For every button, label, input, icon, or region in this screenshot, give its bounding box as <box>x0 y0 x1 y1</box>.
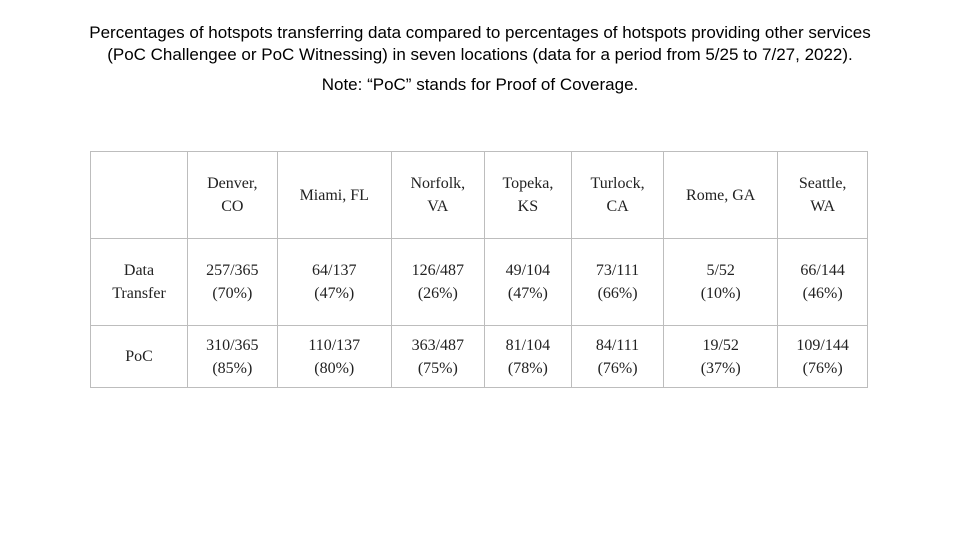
row-label-line-2: Transfer <box>112 285 166 302</box>
column-header-line-2: CO <box>221 198 244 215</box>
cell-percent: (78%) <box>507 359 548 377</box>
column-header-rome: Rome, GA <box>663 151 779 239</box>
slide-title: Percentages of hotspots transferring dat… <box>0 22 960 66</box>
row-label-data-transfer: Data Transfer <box>90 238 188 326</box>
cell-count: 49/104 <box>505 262 551 279</box>
cell-percent: (46%) <box>802 285 843 302</box>
cell-percent: (70%) <box>212 285 253 302</box>
cell-percent: (26%) <box>417 285 458 302</box>
table-cell: 109/144 (76%) <box>777 325 868 388</box>
cell-percent: (66%) <box>597 285 638 302</box>
table-cell: 81/104 (78%) <box>483 325 573 388</box>
cell-count: 126/487 <box>411 262 465 279</box>
column-header-line-2: KS <box>517 198 539 215</box>
column-header-line-1: Denver, <box>207 175 258 192</box>
cell-percent: (47%) <box>507 285 548 302</box>
cell-percent: (10%) <box>700 285 741 302</box>
title-line-2: (PoC Challengee or PoC Witnessing) in se… <box>107 45 853 64</box>
column-header-line-2: WA <box>810 198 836 215</box>
column-header-line-1: Topeka, <box>502 175 554 192</box>
table-cell: 19/52 (37%) <box>663 325 779 388</box>
column-header-seattle: Seattle, WA <box>777 151 868 239</box>
note-text: Note: “PoC” stands for Proof of Coverage… <box>321 75 639 94</box>
table-cell: 49/104 (47%) <box>483 238 573 326</box>
column-header-turlock: Turlock, CA <box>571 151 665 239</box>
cell-count: 363/487 <box>411 336 465 354</box>
cell-percent: (85%) <box>212 359 253 377</box>
column-header-line-1: Miami, FL <box>299 186 369 204</box>
table-cell: 363/487 (75%) <box>390 325 485 388</box>
column-header-line-1: Turlock, <box>590 175 645 192</box>
cell-count: 84/111 <box>595 336 640 354</box>
table-row-poc: PoC 310/365 (85%) 110/137 (80%) 363/487 (75… <box>90 325 868 388</box>
column-header-line-1: Rome, GA <box>686 186 756 204</box>
row-label-line-1: Data <box>123 262 155 279</box>
table-header-row: Denver, CO Miami, FL Norfolk, VA Topeka, KS… <box>90 151 868 239</box>
table-cell: 126/487 (26%) <box>390 238 485 326</box>
column-header-line-1: Norfolk, <box>410 175 466 192</box>
column-header-line-2: CA <box>606 198 629 215</box>
cell-percent: (76%) <box>802 359 843 377</box>
cell-count: 73/111 <box>595 262 640 279</box>
table-cell: 84/111 (76%) <box>571 325 665 388</box>
cell-count: 64/137 <box>312 262 357 279</box>
title-line-1: Percentages of hotspots transferring dat… <box>89 23 871 42</box>
cell-percent: (75%) <box>417 359 458 377</box>
table-cell: 73/111 (66%) <box>571 238 665 326</box>
corner-cell <box>90 151 188 239</box>
cell-count: 310/365 <box>206 336 259 354</box>
column-header-line-2: VA <box>427 198 449 215</box>
cell-count: 5/52 <box>706 262 735 279</box>
column-header-miami: Miami, FL <box>276 151 392 239</box>
cell-count: 257/365 <box>206 262 259 279</box>
column-header-topeka: Topeka, KS <box>483 151 573 239</box>
table-cell: 110/137 (80%) <box>276 325 392 388</box>
row-label-line-1: PoC <box>125 348 153 365</box>
cell-count: 109/144 <box>796 336 849 354</box>
column-header-line-1: Seattle, <box>798 175 847 192</box>
cell-percent: (76%) <box>597 359 638 377</box>
row-label-poc: PoC <box>90 325 188 388</box>
cell-percent: (37%) <box>700 359 741 377</box>
hotspot-table: Denver, CO Miami, FL Norfolk, VA Topeka, KS… <box>90 151 868 388</box>
cell-count: 110/137 <box>308 336 361 354</box>
column-header-norfolk: Norfolk, VA <box>390 151 485 239</box>
table-cell: 64/137 (47%) <box>276 238 392 326</box>
cell-count: 19/52 <box>702 336 739 354</box>
cell-percent: (47%) <box>314 285 355 302</box>
cell-count: 66/144 <box>800 262 845 279</box>
table-cell: 310/365 (85%) <box>187 325 278 388</box>
table-cell: 257/365 (70%) <box>187 238 278 326</box>
cell-count: 81/104 <box>505 336 551 354</box>
table-cell: 5/52 (10%) <box>663 238 779 326</box>
cell-percent: (80%) <box>314 359 355 377</box>
column-header-denver: Denver, CO <box>187 151 278 239</box>
table-row-data-transfer: Data Transfer 257/365 (70%) 64/137 (47%) 12… <box>90 238 868 326</box>
table-cell: 66/144 (46%) <box>777 238 868 326</box>
